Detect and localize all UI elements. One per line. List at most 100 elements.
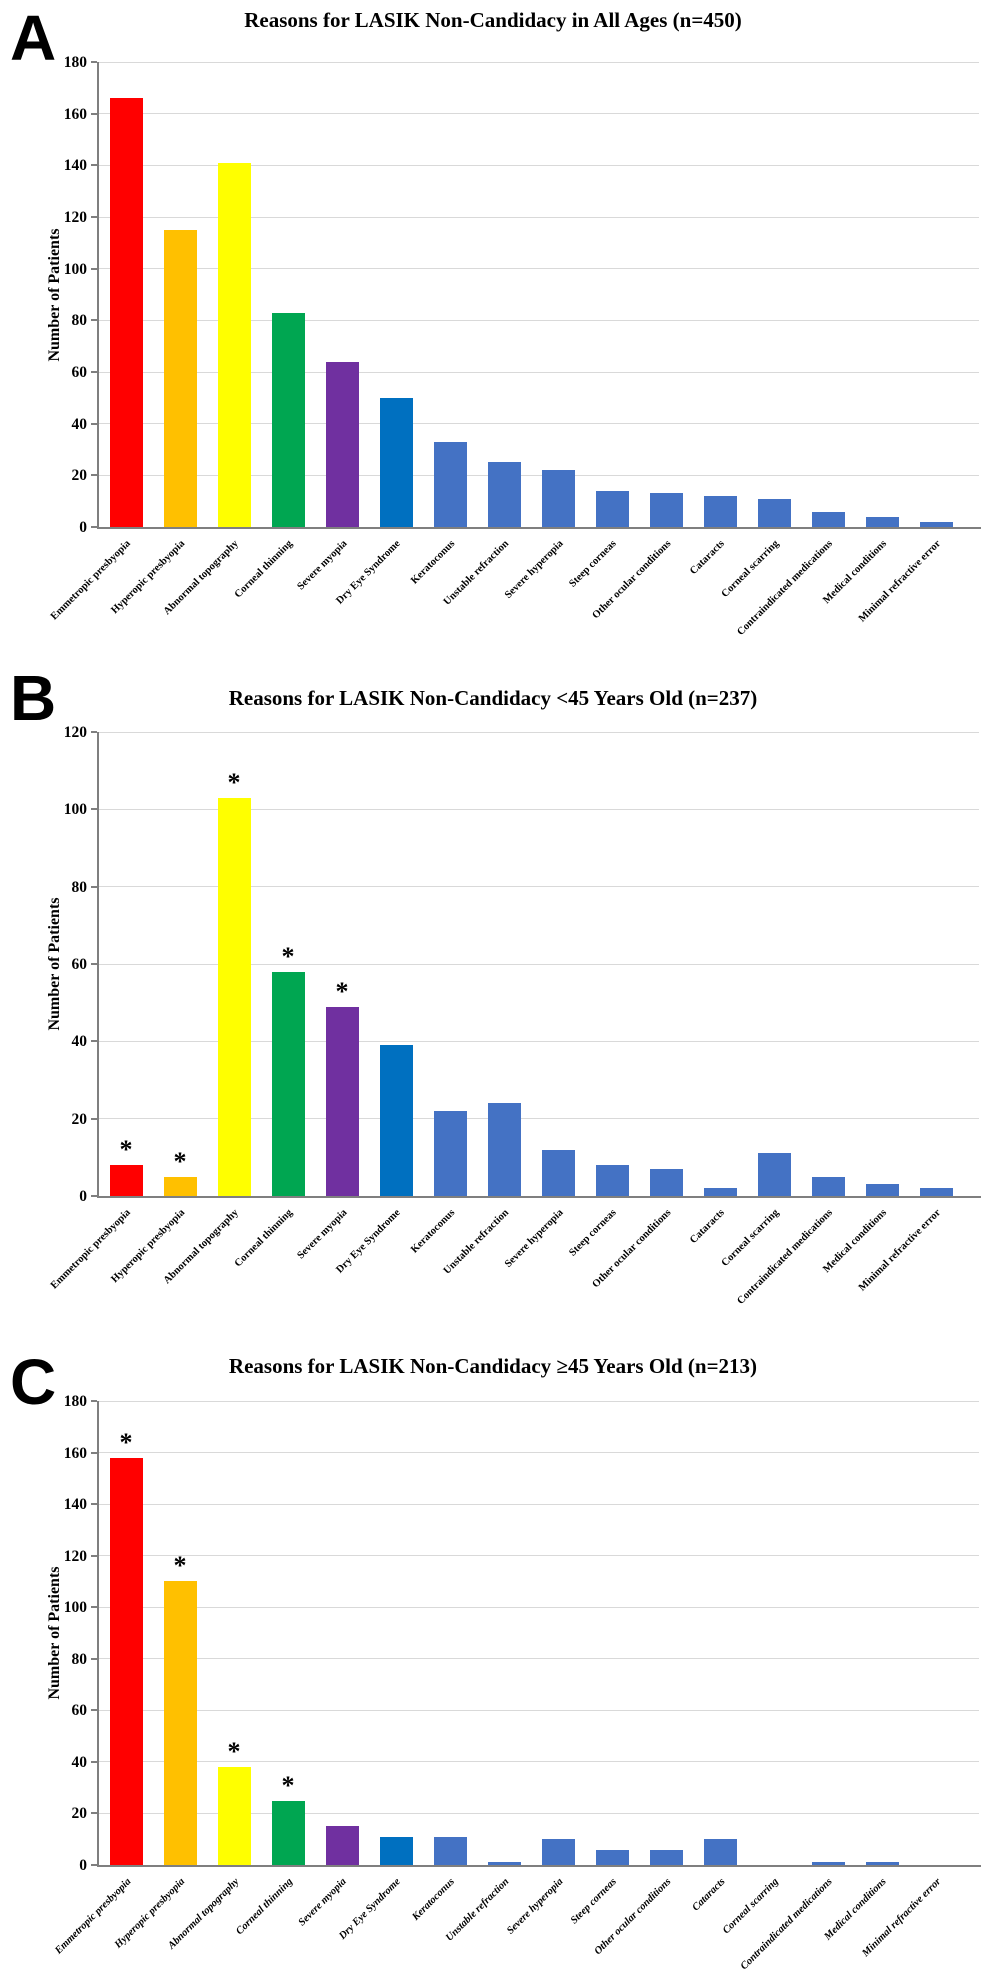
bar-dry-eye-syndrome (379, 1045, 413, 1196)
y-tick-mark (91, 1760, 97, 1763)
y-tick-mark (91, 216, 97, 218)
y-tick-mark (91, 1400, 97, 1402)
bar-corneal-thinning (271, 312, 305, 527)
y-axis-line (97, 1401, 99, 1867)
bar-cataracts (703, 1839, 737, 1865)
gridline (99, 731, 979, 733)
y-tick-mark (91, 1503, 97, 1506)
bar-minimal-refractive-error (919, 521, 953, 527)
y-tick-label: 160 (63, 1444, 87, 1462)
y-tick-label: 80 (71, 312, 88, 330)
bar-corneal-scarring (757, 498, 791, 527)
y-tick-mark (91, 1117, 97, 1120)
bar-other-ocular-conditions (649, 1849, 683, 1865)
y-tick-label: 120 (63, 1547, 87, 1565)
x-tick-label: Corneal thinning (233, 538, 296, 601)
y-tick-mark (91, 963, 97, 965)
bar-cataracts (703, 496, 737, 527)
y-tick-mark (91, 1195, 97, 1197)
significance-asterisk: * (227, 767, 241, 797)
y-tick-label: 40 (71, 1753, 88, 1771)
x-tick-label: Steep corneas (569, 1876, 620, 1927)
y-tick-mark (91, 808, 97, 811)
panel-c: C Reasons for LASIK Non-Candidacy ≥45 Ye… (0, 1330, 986, 1988)
x-tick-label: Corneal thinning (233, 1207, 296, 1270)
plot-area-a: Number of Patients 0 20 40 60 80 100 120 140 160… (46, 55, 981, 638)
gridline (99, 474, 979, 476)
x-tick-label: Keratoconus (410, 1876, 458, 1923)
bar-unstable-refraction (487, 462, 521, 527)
significance-asterisk: * (119, 1135, 133, 1165)
x-axis-line (97, 1196, 981, 1198)
chart-title-a: Reasons for LASIK Non-Candidacy in All A… (244, 8, 742, 32)
x-tick-label: Dry Eye Syndrome (337, 1876, 404, 1942)
panel-b: B Reasons for LASIK Non-Candidacy <45 Ye… (0, 650, 986, 1330)
y-tick-label: 60 (71, 1702, 88, 1720)
panel-letter-c: C (10, 1346, 56, 1418)
gridline (99, 319, 979, 321)
bar-emmetropic-presbyopia (109, 1165, 143, 1196)
y-tick-mark (91, 1554, 97, 1557)
bar-emmetropic-presbyopia (109, 98, 143, 527)
bar-steep-corneas (595, 1165, 629, 1196)
y-tick-mark (91, 1864, 97, 1866)
panel-a: A Reasons for LASIK Non-Candidacy in All… (0, 0, 986, 650)
y-tick-mark (91, 267, 97, 270)
bar-other-ocular-conditions (649, 1168, 683, 1196)
x-tick-label: Cataracts (688, 1207, 728, 1246)
x-tick-label: Severe hyperopia (502, 1207, 566, 1270)
y-tick-mark (91, 1812, 97, 1815)
gridline (99, 1709, 979, 1711)
x-tick-label: Contraindicated medications (735, 1207, 836, 1307)
chart-title-b: Reasons for LASIK Non-Candidacy <45 Year… (228, 686, 758, 710)
gridline (99, 1118, 979, 1120)
bar-cataracts (703, 1188, 737, 1196)
bar-keratoconus (433, 1110, 467, 1196)
y-axis-line (97, 62, 99, 529)
chart-title-c: Reasons for LASIK Non-Candidacy ≥45 Year… (228, 1354, 758, 1378)
y-tick-label: 120 (63, 724, 87, 741)
x-tick-label: Cataracts (688, 538, 728, 577)
bar-hyperopic-presbyopia (163, 1581, 197, 1865)
y-tick-label: 80 (71, 878, 88, 896)
gridline (99, 113, 979, 115)
y-tick-mark (91, 1040, 97, 1043)
y-tick-mark (91, 526, 97, 528)
bar-medical-conditions (865, 516, 899, 527)
y-tick-mark (91, 112, 97, 115)
bar-other-ocular-conditions (649, 493, 683, 527)
y-tick-label: 0 (79, 519, 87, 536)
x-tick-label: Corneal scarring (721, 1876, 782, 1937)
gridline (99, 1503, 979, 1505)
plot-area-b: Number of Patients 0 20 40 60 80 100 120 * Emmet… (46, 725, 981, 1307)
bar-medical-conditions (865, 1184, 899, 1196)
bar-severe-myopia (325, 1826, 359, 1865)
y-tick-label: 80 (71, 1650, 88, 1668)
y-tick-mark (91, 1657, 97, 1660)
y-tick-label: 20 (71, 1805, 88, 1823)
y-tick-label: 0 (79, 1857, 87, 1874)
bar-severe-hyperopia (541, 1149, 575, 1196)
y-tick-mark (91, 1606, 97, 1609)
bar-emmetropic-presbyopia (109, 1457, 143, 1865)
x-tick-label: Steep corneas (567, 538, 620, 590)
panel-letter-a: A (10, 2, 56, 74)
bar-keratoconus (433, 441, 467, 527)
gridline (99, 1812, 979, 1814)
significance-asterisk: * (227, 1737, 241, 1767)
y-tick-mark (91, 422, 97, 425)
y-tick-label: 120 (63, 209, 87, 226)
bar-corneal-thinning (271, 1800, 305, 1865)
bar-contraindicated-medications (811, 1176, 845, 1196)
x-tick-label: Corneal scarring (719, 538, 782, 600)
y-tick-label: 60 (71, 956, 88, 973)
x-tick-label: Keratoconus (408, 1207, 458, 1256)
bar-dry-eye-syndrome (379, 397, 413, 527)
y-tick-label: 40 (71, 1033, 88, 1051)
gridline (99, 1658, 979, 1660)
bar-severe-myopia (325, 1006, 359, 1196)
y-tick-label: 20 (71, 1110, 88, 1128)
bar-severe-hyperopia (541, 1839, 575, 1865)
gridline (99, 1555, 979, 1557)
